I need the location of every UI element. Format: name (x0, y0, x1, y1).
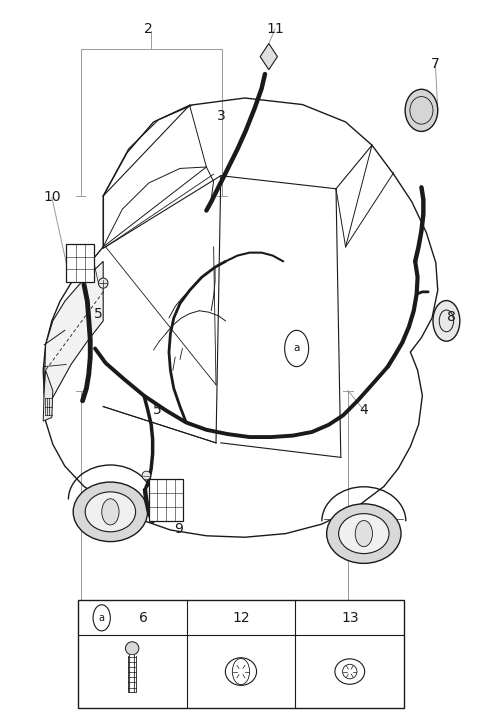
Text: 11: 11 (266, 22, 284, 36)
Circle shape (355, 521, 372, 547)
Ellipse shape (405, 89, 438, 131)
Bar (66, 244, 94, 282)
Circle shape (102, 499, 119, 525)
Text: a: a (99, 613, 105, 623)
Text: 13: 13 (341, 611, 359, 625)
Ellipse shape (142, 471, 151, 480)
Text: 5: 5 (153, 403, 161, 417)
Text: 12: 12 (232, 611, 250, 625)
Text: 4: 4 (360, 403, 368, 417)
Ellipse shape (98, 278, 108, 288)
Text: 2: 2 (144, 22, 153, 36)
Text: 5: 5 (94, 307, 103, 322)
Ellipse shape (339, 514, 389, 553)
Text: 6: 6 (139, 611, 147, 625)
Bar (149, 479, 183, 521)
Text: 10: 10 (43, 190, 60, 205)
Ellipse shape (327, 504, 401, 563)
Polygon shape (260, 44, 277, 70)
Text: 3: 3 (217, 109, 226, 123)
Polygon shape (43, 370, 53, 421)
Text: 1: 1 (236, 668, 244, 682)
Ellipse shape (73, 482, 148, 542)
Text: 8: 8 (447, 310, 456, 325)
Bar (78, 600, 404, 708)
Text: 9: 9 (175, 521, 183, 536)
Circle shape (433, 301, 460, 341)
Text: 7: 7 (431, 57, 440, 71)
Polygon shape (44, 261, 103, 410)
Ellipse shape (125, 642, 139, 655)
Text: a: a (293, 343, 300, 354)
Ellipse shape (85, 492, 136, 531)
